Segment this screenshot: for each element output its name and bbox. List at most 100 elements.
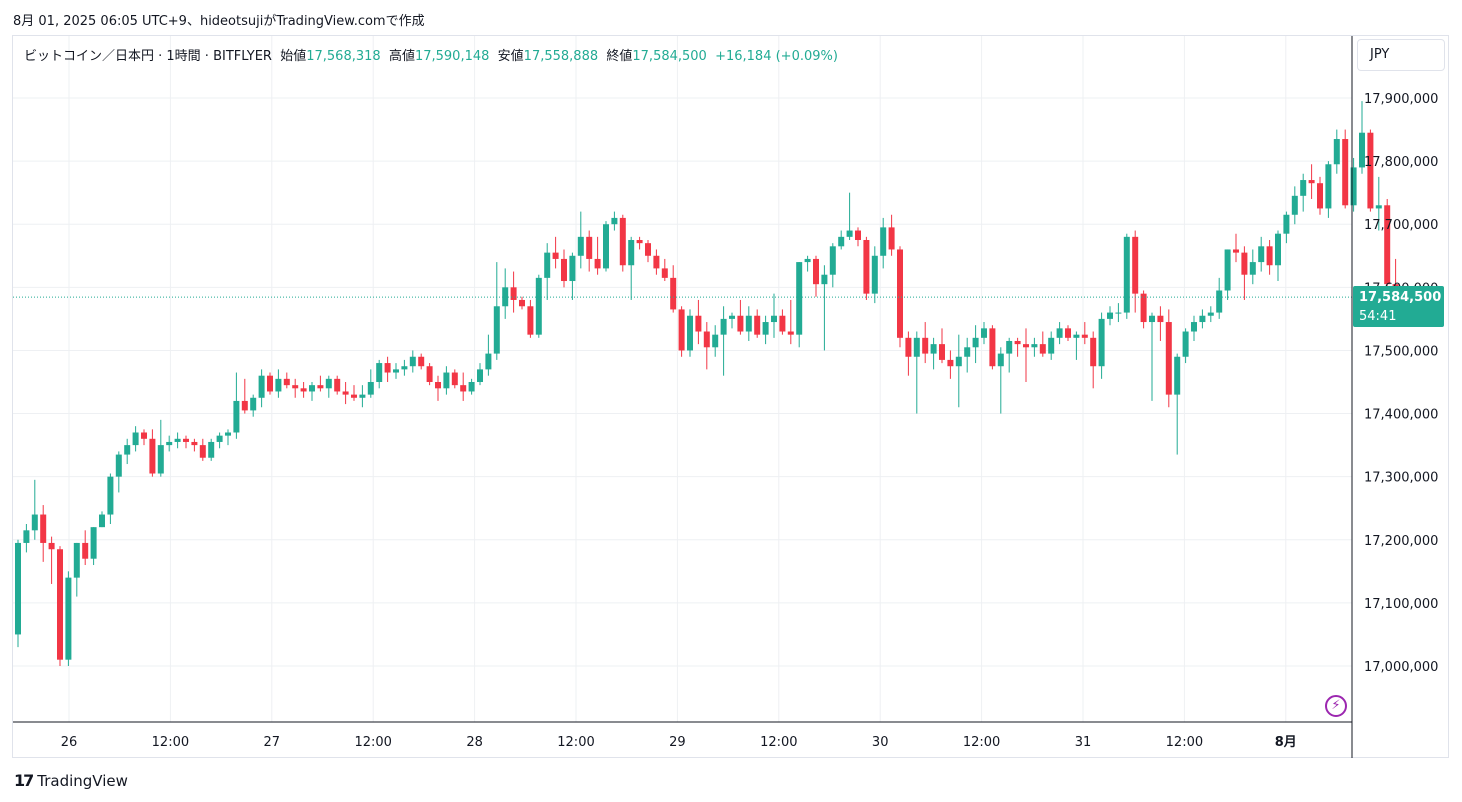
candle-body: [603, 224, 609, 269]
candle-body: [468, 382, 475, 392]
legend-open-value: 17,568,318: [306, 49, 381, 64]
candle-body: [628, 240, 635, 266]
candle-body: [947, 359, 954, 367]
candle-body: [183, 438, 189, 442]
candle-body: [1350, 167, 1357, 206]
candle-body: [384, 363, 391, 373]
lightning-icon[interactable]: ⚡: [1325, 695, 1347, 717]
candle-body: [107, 476, 114, 515]
candle-body: [922, 337, 929, 354]
candle-body: [132, 432, 139, 446]
candle-body: [191, 441, 198, 446]
chart-caption: 8月 01, 2025 06:05 UTC+9、hideotsujiがTradi…: [13, 14, 425, 29]
candle-body: [40, 514, 47, 543]
candle-body: [855, 230, 861, 240]
candle-body: [653, 255, 660, 269]
chart-frame[interactable]: [12, 35, 1449, 758]
ohlc-legend: ビットコイン／日本円 · 1時間 · BITFLYER 始値17,568,318…: [24, 45, 838, 64]
candle-body: [1275, 233, 1281, 266]
legend-close-value: 17,584,500: [632, 49, 707, 64]
candle-body: [1367, 132, 1374, 209]
candle-body: [888, 227, 895, 250]
candle-body: [250, 397, 257, 411]
candle-body: [586, 236, 593, 259]
candle-body: [737, 315, 744, 332]
candle-body: [57, 549, 63, 660]
candle-body: [787, 331, 794, 335]
candle-body: [972, 337, 979, 348]
candle-body: [258, 375, 265, 398]
candle-body: [1073, 334, 1080, 338]
candle-body: [897, 249, 903, 338]
candle-body: [1165, 322, 1172, 395]
candle-body: [115, 454, 122, 477]
candle-body: [939, 344, 945, 360]
tradingview-logo[interactable]: 17 TradingView: [14, 771, 128, 790]
candle-body: [1249, 262, 1256, 275]
last-price-value: 17,584,500: [1359, 290, 1442, 305]
candle-body: [451, 372, 458, 386]
candle-body: [846, 230, 853, 237]
bar-countdown: 54:41: [1359, 309, 1397, 324]
candle-body: [594, 258, 601, 269]
candle-body: [275, 378, 282, 392]
grid-lines: [13, 36, 1352, 722]
candle-body: [393, 369, 399, 373]
candle-body: [880, 227, 887, 256]
candle-body: [225, 432, 231, 436]
candle-body: [460, 385, 467, 392]
candle-body: [477, 369, 483, 382]
candle-body: [317, 385, 324, 389]
candle-body: [367, 382, 374, 395]
candle-body: [73, 542, 80, 578]
candle-body: [1065, 328, 1071, 338]
candle-body: [426, 366, 433, 382]
candle-body: [1090, 337, 1097, 367]
legend-high-label: 高値: [388, 49, 415, 64]
legend-low-label: 安値: [497, 49, 524, 64]
x-tick-label: 12:00: [354, 735, 391, 750]
candle-body: [535, 277, 542, 335]
candle-body: [611, 217, 618, 225]
y-tick-label: 17,900,000: [1364, 92, 1438, 107]
candle-body: [1081, 334, 1088, 338]
candle-body: [1384, 205, 1391, 285]
candle-body: [443, 372, 450, 389]
candle-body: [527, 306, 534, 335]
candle-body: [342, 391, 349, 395]
candle-body: [216, 435, 223, 442]
x-tick-label: 8月: [1275, 735, 1297, 750]
candle-body: [1031, 344, 1038, 348]
candle-body: [771, 315, 777, 323]
candle-body: [1023, 344, 1029, 348]
candle-body: [15, 542, 21, 635]
candle-body: [233, 400, 240, 433]
candle-body: [1056, 328, 1063, 338]
candle-body: [267, 375, 273, 392]
candle-body: [544, 252, 551, 278]
candle-body: [1266, 246, 1273, 266]
candle-body: [804, 258, 811, 263]
candle-body: [863, 240, 870, 294]
brand-name: TradingView: [37, 771, 128, 790]
candle-body: [493, 306, 500, 354]
candle-body: [31, 514, 38, 531]
x-tick-label: 28: [466, 735, 483, 750]
candle-body: [1182, 331, 1189, 357]
candle-body: [779, 315, 786, 332]
currency-button[interactable]: JPY: [1357, 39, 1445, 71]
candle-body: [964, 347, 971, 357]
candle-body: [661, 268, 668, 278]
candle-body: [636, 240, 643, 244]
y-tick-label: 17,300,000: [1364, 471, 1438, 486]
legend-low-value: 17,558,888: [523, 49, 599, 64]
candle-body: [435, 382, 441, 389]
candle-body: [670, 277, 677, 310]
candle-body: [1199, 315, 1206, 323]
candle-body: [283, 378, 290, 386]
candle-body: [334, 378, 341, 392]
candle-body: [409, 356, 416, 367]
y-tick-label: 17,800,000: [1364, 155, 1438, 170]
x-tick-label: 12:00: [557, 735, 594, 750]
